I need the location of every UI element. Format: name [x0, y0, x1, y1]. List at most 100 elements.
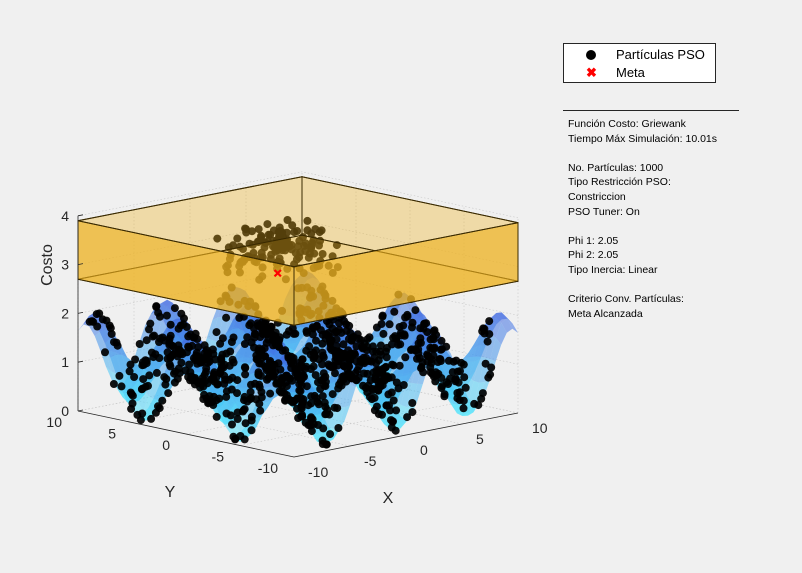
particle	[256, 406, 265, 415]
particle	[372, 402, 381, 411]
particle	[388, 360, 397, 369]
particle	[434, 369, 443, 378]
particle	[354, 334, 363, 343]
particle	[483, 337, 492, 346]
surface-patch	[446, 396, 457, 414]
particle	[139, 375, 148, 384]
particle	[241, 419, 250, 428]
particle	[278, 346, 287, 355]
surface-patch	[121, 371, 133, 391]
particle	[340, 317, 348, 325]
particle	[254, 370, 263, 379]
info-line	[568, 146, 717, 161]
goal	[273, 269, 282, 278]
particle	[305, 249, 314, 258]
particle	[309, 362, 318, 371]
particle	[403, 413, 412, 422]
particle	[294, 394, 303, 403]
particle	[487, 363, 496, 372]
surface-patch	[344, 384, 356, 408]
particle	[437, 336, 446, 345]
particle	[151, 408, 160, 417]
y-tick-label: -10	[258, 460, 278, 476]
particle	[382, 401, 391, 410]
particle	[315, 241, 323, 250]
particle	[253, 355, 262, 364]
particle	[385, 320, 394, 329]
particle	[348, 336, 356, 345]
y-axis-title: Y	[165, 484, 176, 501]
particle	[384, 390, 393, 399]
particle	[213, 234, 222, 243]
particle	[311, 371, 320, 380]
legend[interactable]: Partículas PSO ✖ Meta	[563, 43, 716, 83]
particle	[392, 406, 401, 415]
surface-patch	[333, 407, 345, 430]
particle	[319, 424, 328, 433]
surface-patch	[495, 322, 507, 345]
surface-patch	[468, 381, 480, 404]
legend-item-particles: Partículas PSO	[564, 46, 715, 64]
particle	[434, 358, 442, 366]
particle	[416, 334, 425, 343]
particle	[285, 327, 293, 336]
surface-patch	[218, 412, 230, 430]
surface-patch	[148, 374, 160, 400]
particle	[133, 410, 142, 419]
particle	[453, 389, 462, 397]
surface-patch	[116, 354, 127, 374]
z-tick-label: 3	[61, 257, 69, 273]
particle	[378, 311, 387, 320]
particle	[163, 348, 172, 357]
surface-patch	[339, 405, 350, 428]
particle	[212, 328, 221, 337]
particle	[188, 341, 196, 350]
particle	[399, 321, 408, 330]
particle	[200, 390, 209, 399]
particle	[307, 427, 316, 436]
particle	[324, 360, 333, 369]
particle	[437, 384, 446, 392]
particle	[248, 227, 256, 236]
particle	[222, 313, 231, 322]
particle	[485, 317, 494, 326]
surface-patch	[451, 402, 463, 416]
surface-patch	[142, 408, 154, 420]
surface-patch	[395, 416, 406, 429]
info-line: Tipo Inercia: Linear	[568, 263, 658, 276]
particle	[156, 312, 164, 321]
z-tick	[77, 214, 84, 217]
particle	[318, 436, 327, 445]
particle	[127, 404, 136, 413]
particle	[106, 324, 115, 333]
surface-patch	[490, 312, 502, 319]
particle	[257, 231, 266, 240]
particle	[264, 230, 273, 239]
particle	[101, 348, 109, 357]
particle	[274, 339, 283, 347]
particle	[339, 375, 348, 384]
particle	[236, 432, 245, 440]
particle	[326, 430, 335, 439]
particle	[429, 327, 438, 336]
particle	[423, 351, 432, 360]
particle	[390, 307, 399, 316]
particle	[362, 353, 371, 362]
particle	[266, 389, 275, 398]
particle	[170, 304, 179, 313]
particle	[295, 253, 304, 262]
particle	[233, 408, 242, 417]
particle	[228, 420, 236, 429]
surface-patch	[137, 389, 149, 412]
surface-patch	[402, 326, 414, 351]
particle	[389, 396, 398, 405]
surface-patch	[221, 329, 233, 352]
grid-line	[239, 401, 465, 446]
particle	[379, 376, 388, 385]
particle	[459, 360, 468, 369]
particle	[233, 376, 242, 385]
x-axis-line	[293, 412, 519, 458]
particle	[270, 360, 279, 369]
particle	[308, 239, 317, 247]
